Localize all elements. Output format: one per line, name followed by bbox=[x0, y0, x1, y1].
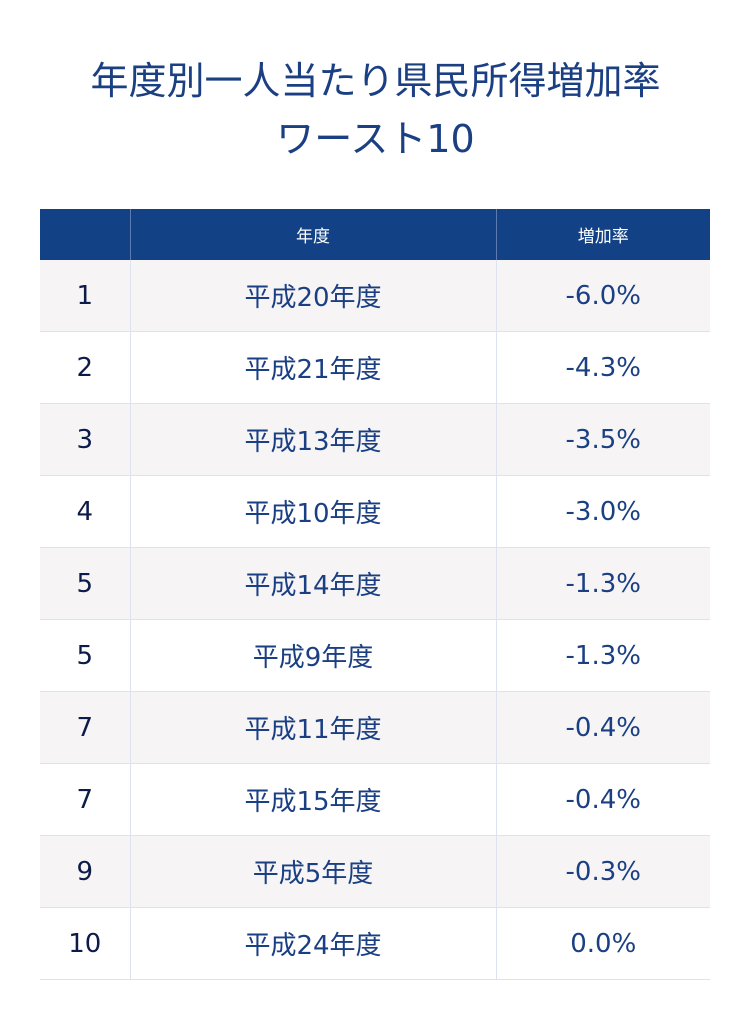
table-row: 7 平成11年度 -0.4% bbox=[40, 691, 710, 764]
rate-cell: -0.4% bbox=[495, 691, 710, 764]
title-line-2: ワースト10 bbox=[276, 117, 475, 161]
page-title: 年度別一人当たり県民所得増加率 ワースト10 bbox=[0, 52, 751, 168]
rank-cell: 9 bbox=[40, 835, 130, 908]
table-row: 1 平成20年度 -6.0% bbox=[40, 260, 710, 332]
table-row: 9 平成5年度 -0.3% bbox=[40, 835, 710, 908]
rank-cell: 5 bbox=[40, 619, 130, 692]
table-row: 7 平成15年度 -0.4% bbox=[40, 763, 710, 836]
year-cell: 平成15年度 bbox=[129, 763, 496, 836]
year-cell: 平成21年度 bbox=[129, 331, 496, 404]
rate-cell: -3.5% bbox=[495, 403, 710, 476]
rate-cell: -4.3% bbox=[495, 331, 710, 404]
table-row: 4 平成10年度 -3.0% bbox=[40, 475, 710, 548]
rate-cell: -0.4% bbox=[495, 763, 710, 836]
header-rank bbox=[40, 209, 130, 260]
table-header: 年度 増加率 bbox=[40, 209, 710, 260]
year-cell: 平成13年度 bbox=[129, 403, 496, 476]
rank-cell: 3 bbox=[40, 403, 130, 476]
header-rate: 増加率 bbox=[495, 209, 710, 260]
rate-cell: -1.3% bbox=[495, 547, 710, 620]
year-cell: 平成20年度 bbox=[129, 260, 496, 332]
header-year: 年度 bbox=[129, 209, 496, 260]
table-row: 5 平成14年度 -1.3% bbox=[40, 547, 710, 620]
rank-cell: 5 bbox=[40, 547, 130, 620]
year-cell: 平成11年度 bbox=[129, 691, 496, 764]
title-line-1: 年度別一人当たり県民所得増加率 bbox=[90, 59, 661, 103]
rate-cell: -6.0% bbox=[495, 260, 710, 332]
rank-cell: 7 bbox=[40, 763, 130, 836]
year-cell: 平成9年度 bbox=[129, 619, 496, 692]
rank-cell: 10 bbox=[40, 907, 130, 980]
rate-cell: -1.3% bbox=[495, 619, 710, 692]
year-cell: 平成5年度 bbox=[129, 835, 496, 908]
table-row: 5 平成9年度 -1.3% bbox=[40, 619, 710, 692]
year-cell: 平成14年度 bbox=[129, 547, 496, 620]
table-row: 3 平成13年度 -3.5% bbox=[40, 403, 710, 476]
ranking-table: 年度 増加率 1 平成20年度 -6.0% 2 平成21年度 -4.3% 3 平成13年度 -3… bbox=[40, 209, 710, 980]
rank-cell: 4 bbox=[40, 475, 130, 548]
rank-cell: 2 bbox=[40, 331, 130, 404]
rate-cell: -3.0% bbox=[495, 475, 710, 548]
year-cell: 平成24年度 bbox=[129, 907, 496, 980]
rank-cell: 7 bbox=[40, 691, 130, 764]
rate-cell: 0.0% bbox=[495, 907, 710, 980]
table-row: 10 平成24年度 0.0% bbox=[40, 907, 710, 980]
rate-cell: -0.3% bbox=[495, 835, 710, 908]
year-cell: 平成10年度 bbox=[129, 475, 496, 548]
rank-cell: 1 bbox=[40, 260, 130, 332]
table-row: 2 平成21年度 -4.3% bbox=[40, 331, 710, 404]
